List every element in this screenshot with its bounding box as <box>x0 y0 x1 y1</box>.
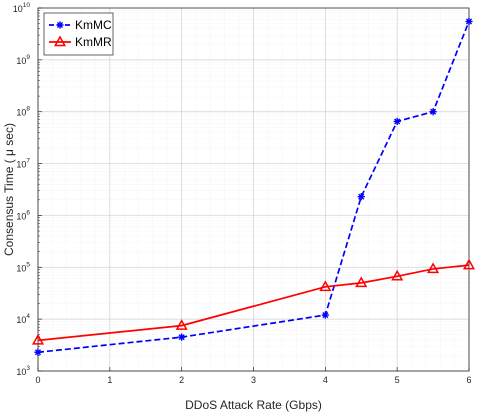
data-point-marker <box>53 35 67 47</box>
data-point-marker <box>355 276 368 288</box>
x-tick-label: 6 <box>466 375 471 385</box>
series-line <box>37 264 470 342</box>
y-tick-label: 107 <box>16 158 30 170</box>
y-tick-label: 103 <box>16 365 30 377</box>
series-kmmr <box>31 258 476 345</box>
data-point-marker <box>462 258 476 270</box>
y-tick-label: 109 <box>16 54 30 66</box>
x-tick-label: 0 <box>35 375 40 385</box>
legend-box <box>43 12 114 56</box>
legend-entry: KmMC <box>49 18 112 32</box>
y-tick-label: 105 <box>16 261 30 273</box>
series-kmmc <box>34 17 473 356</box>
x-tick-label: 4 <box>323 375 328 385</box>
data-point-marker <box>34 348 42 356</box>
data-point-marker <box>393 117 401 126</box>
legend-entry: KmMR <box>49 35 112 49</box>
series-layer <box>31 17 476 356</box>
x-axis-label: DDoS Attack Rate (Gbps) <box>185 398 322 412</box>
y-tick-label: 1010 <box>13 2 31 14</box>
x-tick-label: 5 <box>395 375 400 385</box>
legend-label: KmMC <box>75 18 112 32</box>
data-point-marker <box>357 193 365 201</box>
y-axis-label: Consensus Time ( μ sec) <box>2 123 16 256</box>
data-point-marker <box>465 17 473 26</box>
x-tick-label: 2 <box>179 375 184 385</box>
data-point-marker <box>427 262 440 274</box>
y-tick-label: 108 <box>16 106 30 118</box>
data-point-marker <box>175 319 188 330</box>
data-point-marker <box>429 108 437 116</box>
data-point-marker <box>391 269 404 281</box>
grid-layer <box>37 8 470 372</box>
x-tick-label: 3 <box>251 375 256 385</box>
data-point-marker <box>31 333 45 345</box>
tick-layer: 0 1 2 3 4 5 6 103 104 105 106 107 108 109 1010 <box>13 2 472 385</box>
data-point-marker <box>321 311 329 319</box>
y-tick-label: 104 <box>16 313 30 325</box>
y-tick-label: 106 <box>16 209 30 221</box>
legend-label: KmMR <box>75 35 112 49</box>
data-point-marker <box>319 280 332 292</box>
legend: KmMC KmMR <box>43 12 114 56</box>
x-tick-label: 1 <box>107 375 112 385</box>
data-point-marker <box>56 21 64 29</box>
data-point-marker <box>178 333 186 341</box>
